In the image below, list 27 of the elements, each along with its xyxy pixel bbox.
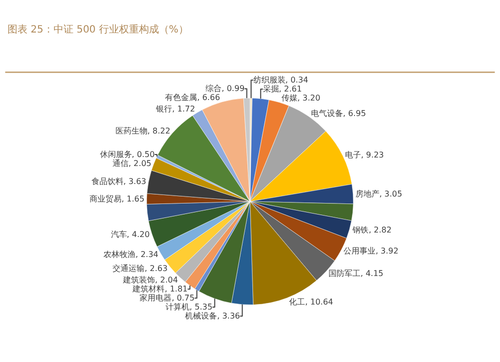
- slice-label: 医药生物, 8.22: [115, 126, 170, 136]
- slice-label: 钢铁, 2.82: [352, 225, 392, 234]
- slice-label: 银行, 1.72: [155, 104, 196, 114]
- slice-label: 国防军工, 4.15: [328, 268, 384, 278]
- slice-label: 电气设备, 6.95: [311, 108, 366, 118]
- slice-label: 纺织服装, 0.34: [253, 76, 308, 85]
- slice-label: 建筑材料, 1.81: [132, 284, 188, 294]
- slice-label: 家用电器, 0.75: [140, 294, 195, 303]
- slice-label: 公用事业, 3.92: [344, 246, 398, 256]
- slice-label: 机械设备, 3.36: [185, 312, 240, 321]
- slice-label: 房地产, 3.05: [355, 189, 402, 198]
- slice-label: 商业贸易, 1.65: [90, 194, 144, 204]
- slice-label: 计算机, 5.35: [166, 302, 212, 312]
- slice-label: 有色金属, 6.66: [165, 93, 220, 102]
- slice-label: 通信, 2.05: [112, 159, 152, 168]
- slice-label: 汽车, 4.20: [110, 230, 150, 240]
- chart-title: 图表 25：中证 500 行业权重构成（%）: [8, 23, 188, 36]
- slice-label: 农林牧渔, 2.34: [103, 250, 158, 260]
- slice-label: 综合, 0.99: [206, 84, 245, 94]
- slice-label: 建筑装饰, 2.04: [122, 276, 178, 285]
- slice-label: 食品饮料, 3.63: [91, 177, 146, 186]
- slice-label: 化工, 10.64: [289, 297, 334, 306]
- slice-label: 休闲服务, 0.50: [100, 150, 155, 159]
- slice-label: 传媒, 3.20: [281, 94, 320, 103]
- slice-label: 采掘, 2.61: [262, 84, 302, 94]
- slice-label: 电子, 9.23: [344, 150, 384, 160]
- slice-label: 交通运输, 2.63: [112, 264, 168, 273]
